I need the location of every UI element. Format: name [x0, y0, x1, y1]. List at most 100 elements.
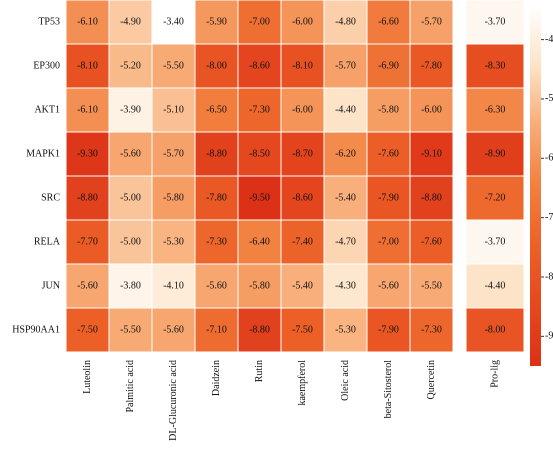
cell-label: -5.80	[163, 192, 184, 203]
cell-label: -8.90	[485, 148, 506, 159]
heatmap-cell	[237, 43, 282, 89]
colorbar-tick-label: -8	[545, 271, 553, 282]
column-label: DL-Glucuronic acid	[168, 360, 179, 441]
cell-label: -4.80	[335, 16, 356, 27]
cell-label: -5.60	[163, 324, 184, 335]
cell-label: -8.10	[292, 60, 313, 71]
column-label: Daidzein	[211, 360, 222, 396]
column-label: Oleic acid	[340, 360, 351, 401]
heatmap-cell	[366, 0, 411, 45]
heatmap-cell	[409, 263, 454, 309]
cell-label: -5.60	[77, 280, 98, 291]
row-label: MAPK1	[26, 148, 60, 159]
heatmap-cell	[280, 43, 325, 89]
cell-label: -5.60	[378, 280, 399, 291]
heatmap-cell	[237, 131, 282, 177]
cell-label: -5.60	[206, 280, 227, 291]
cell-label: -5.90	[206, 16, 227, 27]
heatmap-cell	[323, 87, 368, 133]
cell-label: -5.30	[163, 236, 184, 247]
colorbar-tick-label: -5	[545, 93, 553, 104]
colorbar-tick-label: -6	[545, 153, 553, 164]
cell-label: -5.50	[421, 280, 442, 291]
cell-label: -6.10	[77, 104, 98, 115]
column-label: Quercetin	[426, 360, 437, 399]
cell-label: -9.50	[249, 192, 270, 203]
heatmap-cell	[194, 0, 239, 45]
cell-label: -7.30	[421, 324, 442, 335]
row-label: AKT1	[34, 104, 60, 115]
heatmap-cell	[194, 219, 239, 265]
heatmap-cell	[323, 131, 368, 177]
heatmap-cell	[237, 87, 282, 133]
cell-label: -6.50	[206, 104, 227, 115]
cell-label: -7.50	[292, 324, 313, 335]
cell-label: -7.60	[421, 236, 442, 247]
heatmap-cell	[108, 219, 153, 265]
cell-label: -8.10	[77, 60, 98, 71]
cell-label: -9.30	[77, 148, 98, 159]
heatmap-cell	[366, 263, 411, 309]
cell-label: -7.20	[485, 192, 506, 203]
colorbar	[530, 4, 541, 366]
heatmap-cell	[465, 307, 525, 353]
cell-label: -7.50	[77, 324, 98, 335]
cell-label: -5.20	[120, 60, 141, 71]
heatmap-cell	[465, 219, 525, 265]
cell-label: -8.80	[77, 192, 98, 203]
heatmap-cell	[151, 263, 196, 309]
heatmap-cell	[108, 131, 153, 177]
cell-label: -8.50	[249, 148, 270, 159]
cell-label: -6.20	[335, 148, 356, 159]
heatmap-cell	[409, 131, 454, 177]
cell-label: -3.70	[485, 236, 506, 247]
heatmap-cell	[409, 0, 454, 45]
cell-label: -8.60	[249, 60, 270, 71]
cell-label: -7.30	[249, 104, 270, 115]
cell-label: -8.60	[292, 192, 313, 203]
cell-label: -8.80	[421, 192, 442, 203]
heatmap-cell	[465, 131, 525, 177]
cell-label: -5.50	[163, 60, 184, 71]
heatmap-cell	[465, 263, 525, 309]
heatmap-cell	[323, 0, 368, 45]
heatmap-cell	[237, 0, 282, 45]
heatmap-cell	[409, 307, 454, 353]
column-label: Rutin	[254, 360, 265, 382]
cell-label: -7.30	[206, 236, 227, 247]
cell-label: -5.00	[120, 192, 141, 203]
cell-label: -5.70	[163, 148, 184, 159]
cell-label: -8.00	[206, 60, 227, 71]
heatmap-cell	[465, 0, 525, 45]
cell-label: -7.70	[77, 236, 98, 247]
cell-label: -6.10	[77, 16, 98, 27]
row-label: JUN	[42, 280, 60, 291]
cell-label: -8.80	[249, 324, 270, 335]
cell-label: -8.30	[485, 60, 506, 71]
heatmap-cell	[108, 0, 153, 45]
cell-label: -7.90	[378, 324, 399, 335]
cell-label: -6.00	[292, 16, 313, 27]
heatmap-cell	[280, 0, 325, 45]
heatmap-cell	[366, 307, 411, 353]
heatmap-cell	[323, 307, 368, 353]
cell-label: -3.70	[485, 16, 506, 27]
cell-label: -5.50	[120, 324, 141, 335]
cell-label: -5.30	[335, 324, 356, 335]
cell-label: -7.90	[378, 192, 399, 203]
cell-label: -5.60	[120, 148, 141, 159]
cell-label: -6.00	[421, 104, 442, 115]
heatmap-cell	[194, 307, 239, 353]
cell-label: -5.70	[421, 16, 442, 27]
cell-label: -3.80	[120, 280, 141, 291]
heatmap-cell	[65, 307, 110, 353]
cell-label: -8.00	[485, 324, 506, 335]
cell-label: -9.10	[421, 148, 442, 159]
cell-label: -7.80	[421, 60, 442, 71]
cell-label: -7.10	[206, 324, 227, 335]
heatmap-cell	[280, 263, 325, 309]
row-label: TP53	[38, 16, 60, 27]
heatmap-cell	[465, 87, 525, 133]
cell-label: -6.30	[485, 104, 506, 115]
heatmap-cell	[151, 219, 196, 265]
